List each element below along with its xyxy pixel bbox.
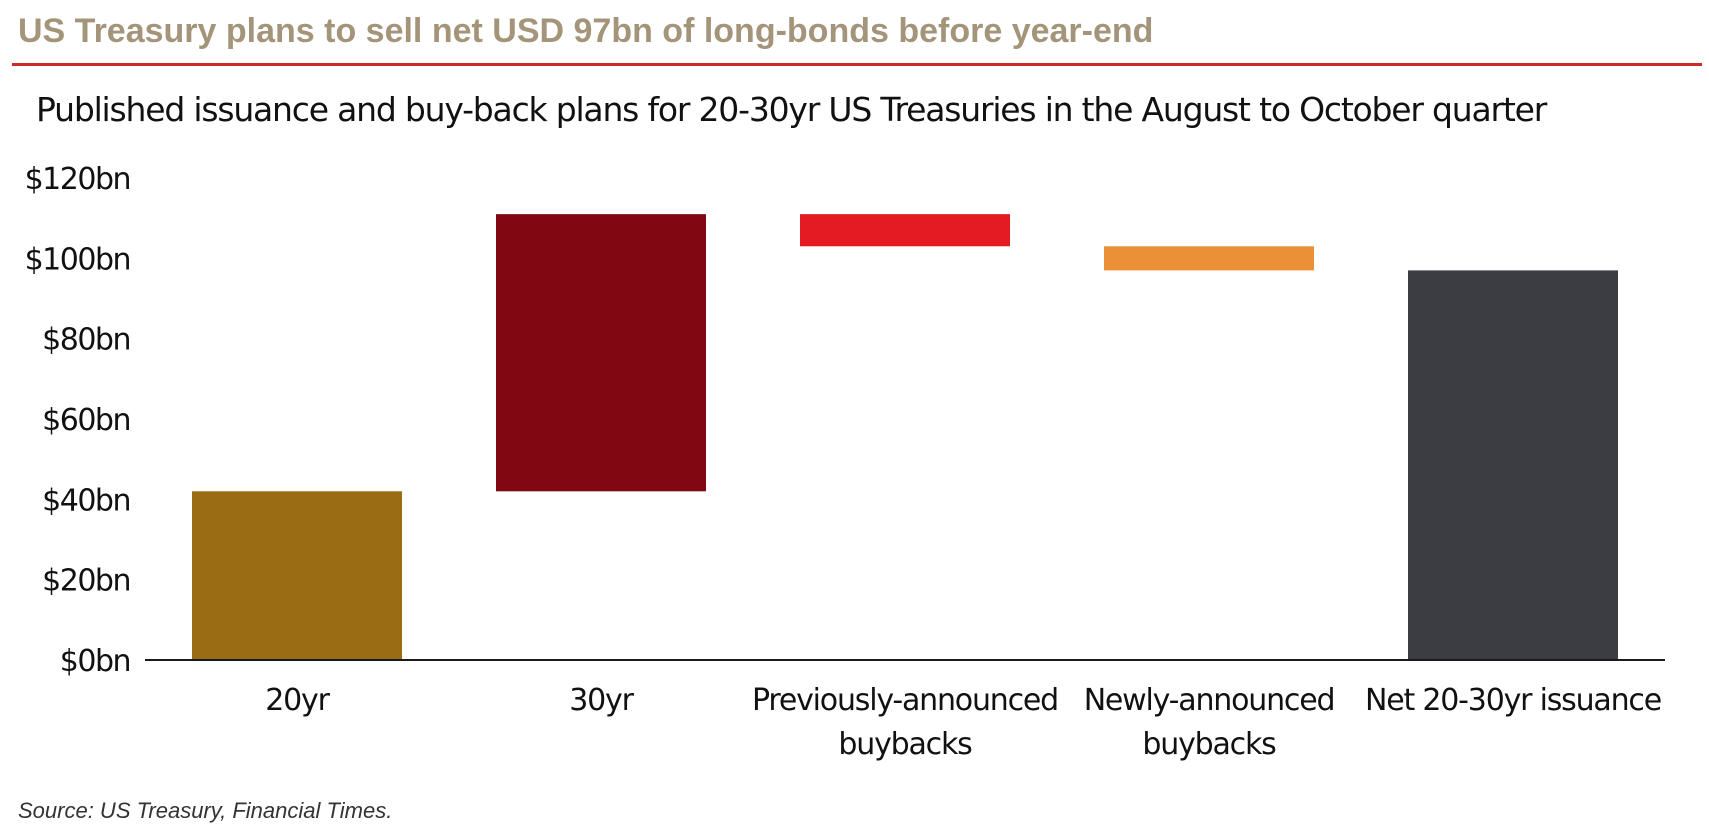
x-category-label: Net 20-30yr issuance [1365,683,1661,718]
bar [496,214,706,492]
bar [192,491,402,660]
y-tick-label: $60bn [42,403,130,438]
source-note: Source: US Treasury, Financial Times. [18,798,393,823]
bar [800,214,1010,247]
x-category-label: buybacks [838,727,972,762]
chart-title: Published issuance and buy-back plans fo… [36,90,1547,129]
bar [1408,270,1618,660]
y-tick-label: $20bn [42,564,130,599]
x-category-label: Previously-announced [752,683,1058,718]
y-tick-label: $80bn [42,323,130,358]
headline-rule [12,63,1702,66]
y-tick-label: $100bn [25,242,130,277]
headline: US Treasury plans to sell net USD 97bn o… [18,12,1154,50]
y-tick-label: $120bn [25,162,130,197]
x-category-label: buybacks [1142,727,1276,762]
bar [1104,246,1314,271]
y-tick-label: $0bn [60,644,130,679]
x-category-label: 30yr [569,683,634,718]
x-category-label: Newly-announced [1084,683,1335,718]
y-tick-label: $40bn [42,483,130,518]
x-category-label: 20yr [265,683,330,718]
